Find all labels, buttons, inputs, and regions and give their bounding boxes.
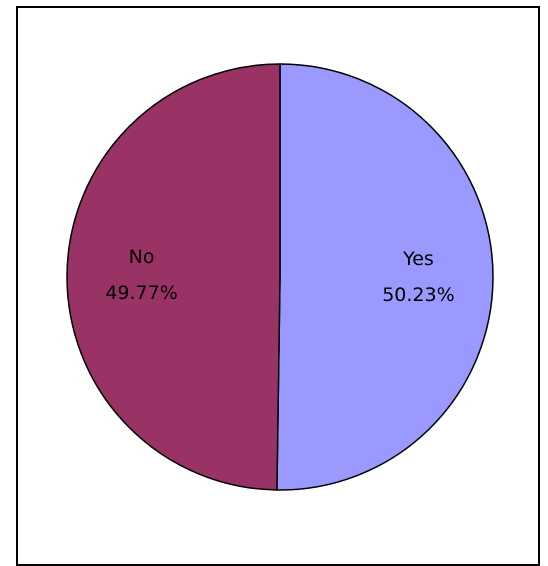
slice-label-yes: Yes [402, 248, 434, 270]
slice-percent-yes: 50.23% [382, 284, 454, 306]
pie-slice-yes [276, 63, 494, 491]
pie-slice-no [66, 63, 281, 491]
pie-chart: Yes 50.23% No 49.77% [66, 63, 494, 491]
slice-label-no: No [129, 246, 155, 268]
slice-percent-no: 49.77% [105, 282, 177, 304]
